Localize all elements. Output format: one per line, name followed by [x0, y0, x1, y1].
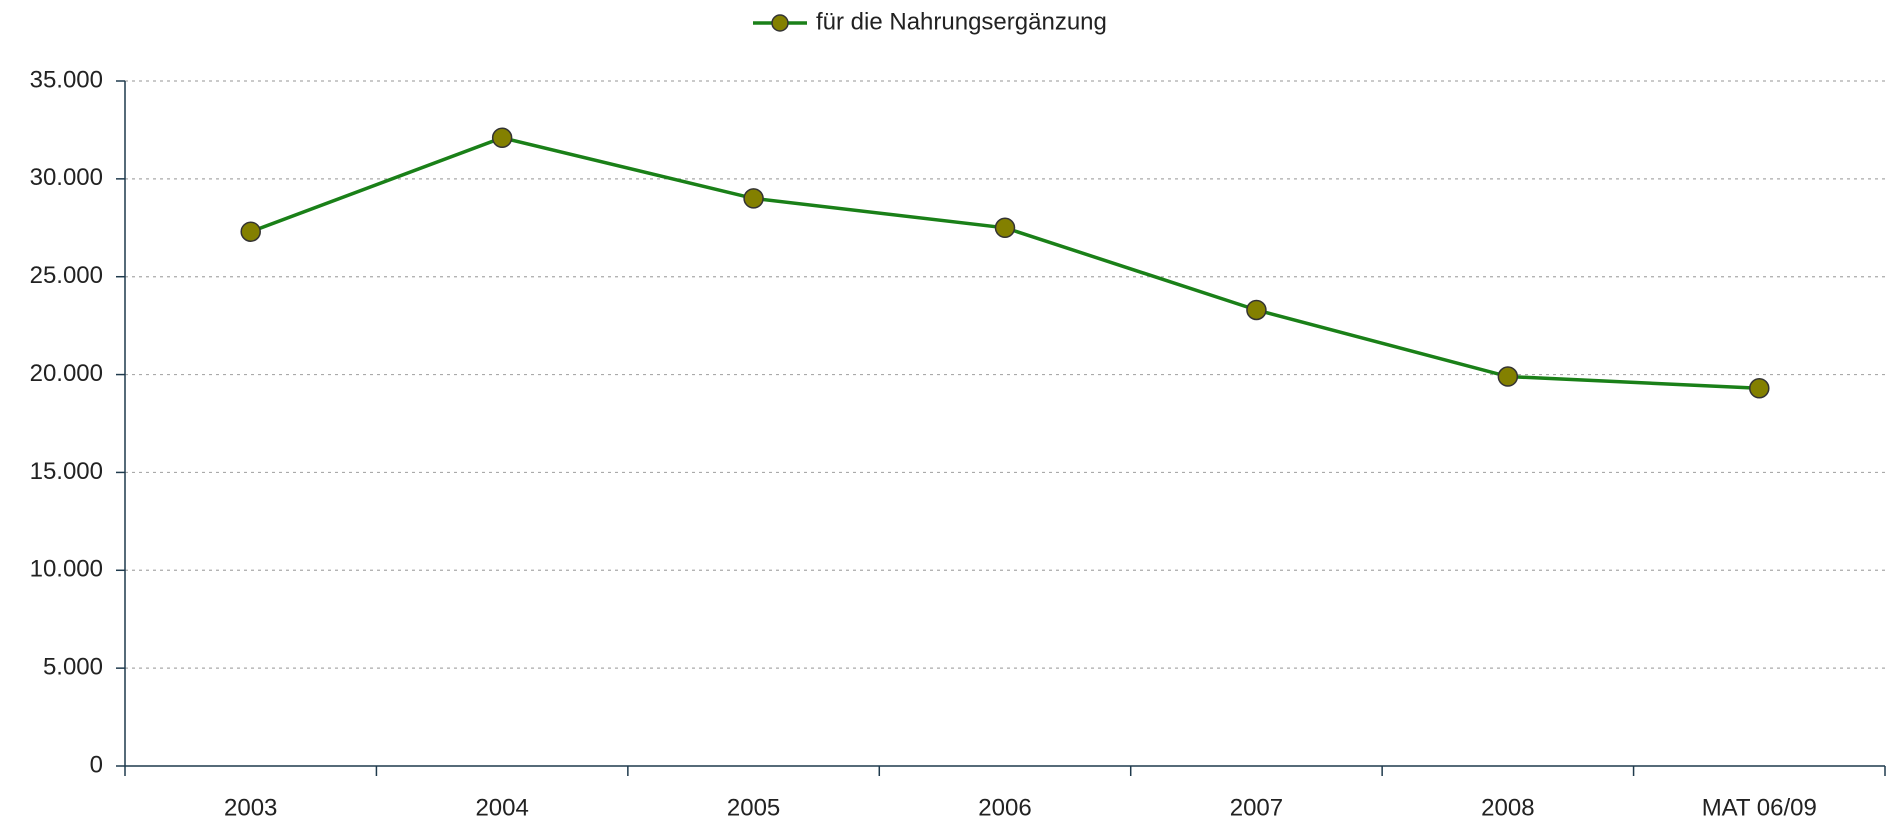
data-point [994, 217, 1016, 239]
data-point [1246, 299, 1267, 321]
x-tick-label: 2007 [1230, 794, 1283, 821]
y-tick-label: 15.000 [30, 458, 103, 485]
legend-marker [771, 14, 789, 32]
y-tick-label: 5.000 [43, 653, 103, 680]
x-tick-label: MAT 06/09 [1702, 794, 1817, 821]
x-tick-label: 2003 [224, 794, 277, 821]
data-point [240, 221, 261, 242]
y-tick-label: 0 [90, 751, 103, 778]
x-tick-label: 2004 [475, 794, 528, 821]
x-tick-label: 2005 [727, 794, 780, 821]
data-point [491, 127, 513, 149]
y-tick-label: 35.000 [30, 66, 103, 93]
data-point [1749, 378, 1770, 399]
y-tick-label: 10.000 [30, 556, 103, 583]
x-tick-label: 2006 [978, 794, 1031, 821]
legend-label: für die Nahrungsergänzung [816, 8, 1107, 35]
data-point [743, 188, 764, 209]
series-line [250, 135, 1760, 391]
y-tick-label: 25.000 [30, 262, 103, 289]
y-tick-label: 20.000 [30, 360, 103, 387]
y-tick-label: 30.000 [30, 164, 103, 191]
x-tick-label: 2008 [1481, 794, 1534, 821]
data-point [1497, 366, 1519, 387]
